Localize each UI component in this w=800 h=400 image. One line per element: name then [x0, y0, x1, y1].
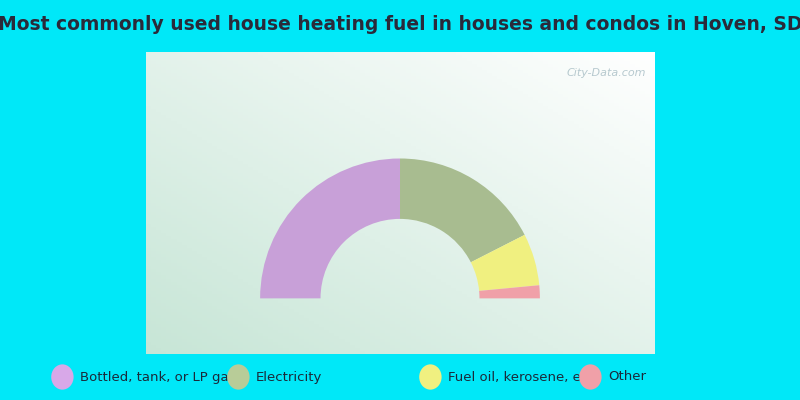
Ellipse shape: [227, 364, 250, 390]
Ellipse shape: [419, 364, 442, 390]
Text: Fuel oil, kerosene, etc.: Fuel oil, kerosene, etc.: [448, 370, 598, 384]
Wedge shape: [479, 285, 540, 298]
Text: Electricity: Electricity: [256, 370, 322, 384]
Ellipse shape: [51, 364, 74, 390]
Text: Most commonly used house heating fuel in houses and condos in Hoven, SD: Most commonly used house heating fuel in…: [0, 16, 800, 34]
Text: Other: Other: [608, 370, 646, 384]
Wedge shape: [260, 158, 400, 298]
Wedge shape: [400, 158, 525, 262]
Text: City-Data.com: City-Data.com: [567, 68, 646, 78]
Wedge shape: [471, 235, 539, 291]
Text: Bottled, tank, or LP gas: Bottled, tank, or LP gas: [80, 370, 235, 384]
Ellipse shape: [579, 364, 602, 390]
